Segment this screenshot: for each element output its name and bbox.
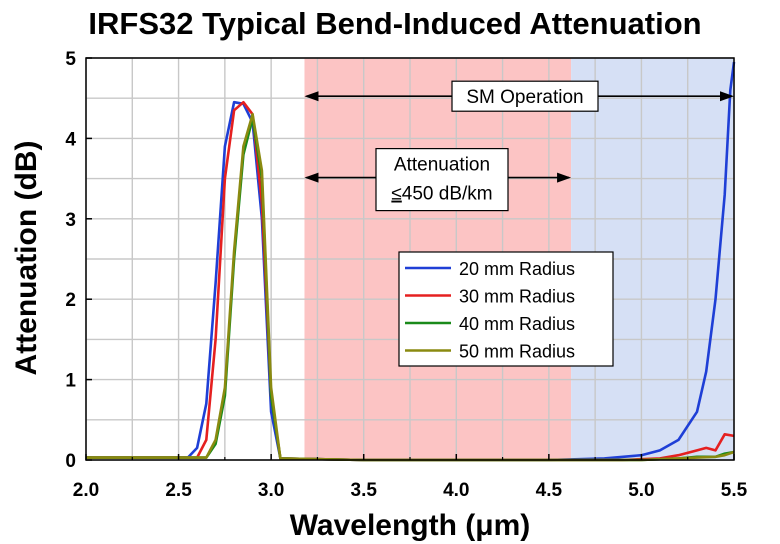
- annotation-layer: SM Operation Attenuation ≤450 dB/km: [304, 80, 734, 212]
- x-tick-label: 2.5: [165, 480, 192, 501]
- legend-label-4: 50 mm Radius: [459, 342, 575, 362]
- y-tick-label: 4: [65, 129, 76, 150]
- legend-label-1: 20 mm Radius: [459, 259, 575, 279]
- x-tick-label: 5.5: [721, 480, 748, 501]
- x-tick-label: 3.5: [351, 480, 378, 501]
- sm-operation-box: [451, 80, 599, 112]
- y-tick-label: 5: [65, 49, 76, 70]
- legend-box: [398, 251, 614, 367]
- attenuation-label-line2: ≤450 dB/km: [391, 184, 492, 205]
- x-tick-label: 5.0: [628, 480, 654, 501]
- legend-label-2: 30 mm Radius: [459, 287, 575, 307]
- x-tick-label: 2.0: [73, 480, 99, 501]
- y-tick-label: 1: [65, 371, 76, 392]
- ticks-layer: 2.0 2.5 3.0 3.5 4.0 4.5 5.0 5.5 0 1 2 3 4 5: [65, 49, 747, 501]
- y-tick-label: 2: [65, 290, 76, 311]
- legend-label-3: 40 mm Radius: [459, 314, 575, 334]
- x-tick-label: 4.5: [536, 480, 563, 501]
- x-tick-label: 4.0: [443, 480, 469, 501]
- series-line-4: [86, 113, 735, 462]
- attenuation-box: [375, 148, 509, 212]
- x-tick-label: 3.0: [258, 480, 284, 501]
- y-tick-label: 3: [65, 210, 76, 231]
- y-tick-label: 0: [65, 451, 76, 472]
- legend: 20 mm Radius 30 mm Radius 40 mm Radius 50 m…: [398, 251, 614, 367]
- y-axis-title: Attenuation (dB): [10, 141, 43, 376]
- chart-title: IRFS32 Typical Bend-Induced Attenuation: [88, 6, 701, 41]
- attenuation-label-line1: Attenuation: [394, 155, 490, 176]
- x-axis-title: Wavelength (μm): [290, 509, 531, 542]
- sm-operation-label: SM Operation: [466, 87, 583, 108]
